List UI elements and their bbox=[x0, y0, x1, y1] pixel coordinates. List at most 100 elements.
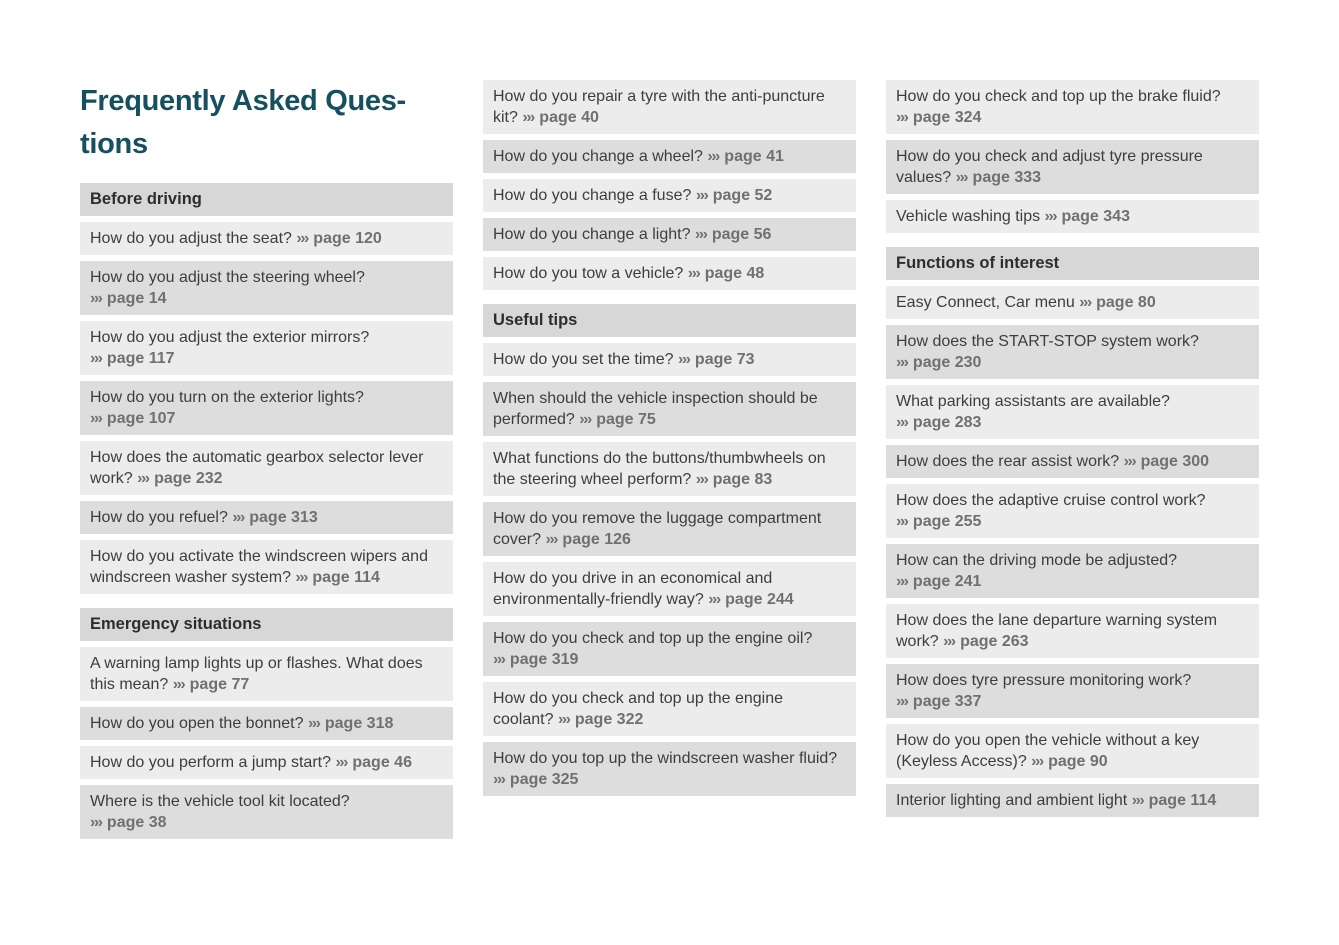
faq-item[interactable]: How do you top up the windscreen washer … bbox=[483, 742, 856, 796]
faq-item[interactable]: How do you check and adjust tyre pressur… bbox=[886, 140, 1259, 194]
page-reference[interactable]: ››› page 14 bbox=[90, 290, 167, 307]
faq-item[interactable]: What functions do the buttons/thumbwheel… bbox=[483, 442, 856, 496]
page-reference[interactable]: ››› page 255 bbox=[896, 513, 982, 530]
faq-item[interactable]: Easy Connect, Car menu ››› page 80 bbox=[886, 286, 1259, 319]
faq-question: What parking assistants are available? bbox=[896, 393, 1170, 410]
faq-item[interactable]: How does the automatic gearbox selector … bbox=[80, 441, 453, 495]
faq-item[interactable]: How do you change a light? ››› page 56 bbox=[483, 218, 856, 251]
chevron-right-icon: ››› bbox=[1031, 753, 1044, 770]
page-reference[interactable]: ››› page 318 bbox=[307, 715, 394, 732]
page-reference[interactable]: ››› page 77 bbox=[172, 676, 250, 693]
faq-item[interactable]: How do you drive in an economical and en… bbox=[483, 562, 856, 616]
faq-question: How do you set the time? bbox=[493, 351, 674, 368]
faq-item[interactable]: How do you open the bonnet? ››› page 318 bbox=[80, 707, 453, 740]
faq-item[interactable]: How can the driving mode be adjusted? ›››… bbox=[886, 544, 1259, 598]
page-reference[interactable]: ››› page 325 bbox=[493, 771, 579, 788]
page-reference[interactable]: ››› page 126 bbox=[545, 531, 631, 548]
page-reference[interactable]: ››› page 241 bbox=[896, 573, 982, 590]
page-reference[interactable]: ››› page 114 bbox=[295, 569, 380, 586]
faq-question: Vehicle washing tips bbox=[896, 208, 1041, 225]
faq-item[interactable]: How does the START-STOP system work? ››› … bbox=[886, 325, 1259, 379]
section-header: Emergency situations bbox=[80, 608, 453, 641]
page-reference[interactable]: ››› page 41 bbox=[707, 148, 784, 165]
page-reference[interactable]: ››› page 75 bbox=[579, 411, 656, 428]
chevron-right-icon: ››› bbox=[694, 226, 708, 243]
faq-item[interactable]: How do you turn on the exterior lights? ›… bbox=[80, 381, 453, 435]
column-1-blocks: Before driving How do you adjust the seat… bbox=[80, 183, 453, 845]
faq-item[interactable]: How do you check and top up the engine c… bbox=[483, 682, 856, 736]
page-reference[interactable]: ››› page 244 bbox=[708, 591, 794, 608]
chevron-right-icon: ››› bbox=[687, 265, 701, 282]
faq-item[interactable]: How do you check and top up the engine o… bbox=[483, 622, 856, 676]
page-reference[interactable]: ››› page 120 bbox=[296, 230, 382, 247]
chevron-right-icon: ››› bbox=[943, 633, 956, 650]
chevron-right-icon: ››› bbox=[493, 771, 506, 788]
page-reference[interactable]: ››› page 38 bbox=[90, 814, 167, 831]
page-reference[interactable]: ››› page 263 bbox=[943, 633, 1029, 650]
faq-item[interactable]: How do you activate the windscreen wiper… bbox=[80, 540, 453, 594]
page-reference[interactable]: ››› page 324 bbox=[896, 109, 982, 126]
page-reference[interactable]: ››› page 46 bbox=[335, 754, 412, 771]
page-reference[interactable]: ››› page 283 bbox=[896, 414, 982, 431]
faq-item[interactable]: How do you tow a vehicle? ››› page 48 bbox=[483, 257, 856, 290]
page-reference[interactable]: ››› page 230 bbox=[896, 354, 982, 371]
page-title-line-2: tions bbox=[80, 128, 148, 160]
faq-item[interactable]: How do you adjust the seat? ››› page 120 bbox=[80, 222, 453, 255]
faq-question: How do you change a fuse? bbox=[493, 187, 692, 204]
faq-item[interactable]: How do you refuel? ››› page 313 bbox=[80, 501, 453, 534]
page-reference[interactable]: ››› page 343 bbox=[1044, 208, 1130, 225]
page-reference[interactable]: ››› page 83 bbox=[695, 471, 773, 488]
faq-item[interactable]: How do you open the vehicle without a ke… bbox=[886, 724, 1259, 778]
page-reference[interactable]: ››› page 300 bbox=[1123, 453, 1210, 470]
chevron-right-icon: ››› bbox=[695, 187, 709, 204]
faq-item[interactable]: How does tyre pressure monitoring work? ›… bbox=[886, 664, 1259, 718]
faq-question: Easy Connect, Car menu bbox=[896, 294, 1075, 311]
page-reference[interactable]: ››› page 107 bbox=[90, 410, 176, 427]
faq-item[interactable]: A warning lamp lights up or flashes. Wha… bbox=[80, 647, 453, 701]
faq-item[interactable]: What parking assistants are available? ››… bbox=[886, 385, 1259, 439]
faq-item[interactable]: How do you change a wheel? ››› page 41 bbox=[483, 140, 856, 173]
faq-item[interactable]: How does the rear assist work? ››› page … bbox=[886, 445, 1259, 478]
faq-item[interactable]: How do you remove the luggage compartmen… bbox=[483, 502, 856, 556]
page-reference[interactable]: ››› page 114 bbox=[1131, 792, 1217, 809]
faq-item[interactable]: Where is the vehicle tool kit located? ››… bbox=[80, 785, 453, 839]
faq-question: How do you adjust the seat? bbox=[90, 230, 292, 247]
faq-question: How do you check and top up the brake fl… bbox=[896, 88, 1221, 105]
faq-item[interactable]: When should the vehicle inspection shoul… bbox=[483, 382, 856, 436]
chevron-right-icon: ››› bbox=[896, 693, 909, 710]
page-reference[interactable]: ››› page 232 bbox=[137, 470, 223, 487]
faq-item[interactable]: How do you set the time? ››› page 73 bbox=[483, 343, 856, 376]
page-reference[interactable]: ››› page 333 bbox=[955, 169, 1042, 186]
chevron-right-icon: ››› bbox=[896, 109, 909, 126]
chevron-right-icon: ››› bbox=[90, 410, 103, 427]
page-reference[interactable]: ››› page 337 bbox=[896, 693, 982, 710]
faq-question: How do you activate the windscreen wiper… bbox=[90, 548, 428, 586]
page-reference[interactable]: ››› page 52 bbox=[695, 187, 773, 204]
chevron-right-icon: ››› bbox=[307, 715, 321, 732]
page-reference[interactable]: ››› page 322 bbox=[557, 711, 644, 728]
page-reference[interactable]: ››› page 313 bbox=[232, 509, 318, 526]
page-reference[interactable]: ››› page 40 bbox=[522, 109, 599, 126]
page-reference[interactable]: ››› page 319 bbox=[493, 651, 579, 668]
faq-item[interactable]: How does the adaptive cruise control wor… bbox=[886, 484, 1259, 538]
page-reference[interactable]: ››› page 80 bbox=[1079, 294, 1156, 311]
faq-item[interactable]: How do you check and top up the brake fl… bbox=[886, 80, 1259, 134]
faq-question: How do you adjust the exterior mirrors? bbox=[90, 329, 370, 346]
faq-item[interactable]: How do you adjust the steering wheel? ›››… bbox=[80, 261, 453, 315]
faq-item[interactable]: How do you perform a jump start? ››› pag… bbox=[80, 746, 453, 779]
faq-item[interactable]: How does the lane departure warning syst… bbox=[886, 604, 1259, 658]
page-reference[interactable]: ››› page 56 bbox=[694, 226, 772, 243]
faq-item[interactable]: How do you adjust the exterior mirrors? ›… bbox=[80, 321, 453, 375]
faq-item[interactable]: How do you change a fuse? ››› page 52 bbox=[483, 179, 856, 212]
page-reference[interactable]: ››› page 117 bbox=[90, 350, 175, 367]
faq-item[interactable]: Interior lighting and ambient light ››› … bbox=[886, 784, 1259, 817]
page-reference[interactable]: ››› page 90 bbox=[1031, 753, 1108, 770]
faq-item[interactable]: Vehicle washing tips ››› page 343 bbox=[886, 200, 1259, 233]
page-reference[interactable]: ››› page 73 bbox=[678, 351, 755, 368]
faq-question: How does the automatic gearbox selector … bbox=[90, 449, 424, 487]
page-reference[interactable]: ››› page 48 bbox=[687, 265, 765, 282]
faq-question: How do you open the vehicle without a ke… bbox=[896, 732, 1200, 770]
faq-question: How do you repair a tyre with the anti-p… bbox=[493, 88, 825, 126]
faq-item[interactable]: How do you repair a tyre with the anti-p… bbox=[483, 80, 856, 134]
column-3: How do you check and top up the brake fl… bbox=[886, 80, 1259, 823]
